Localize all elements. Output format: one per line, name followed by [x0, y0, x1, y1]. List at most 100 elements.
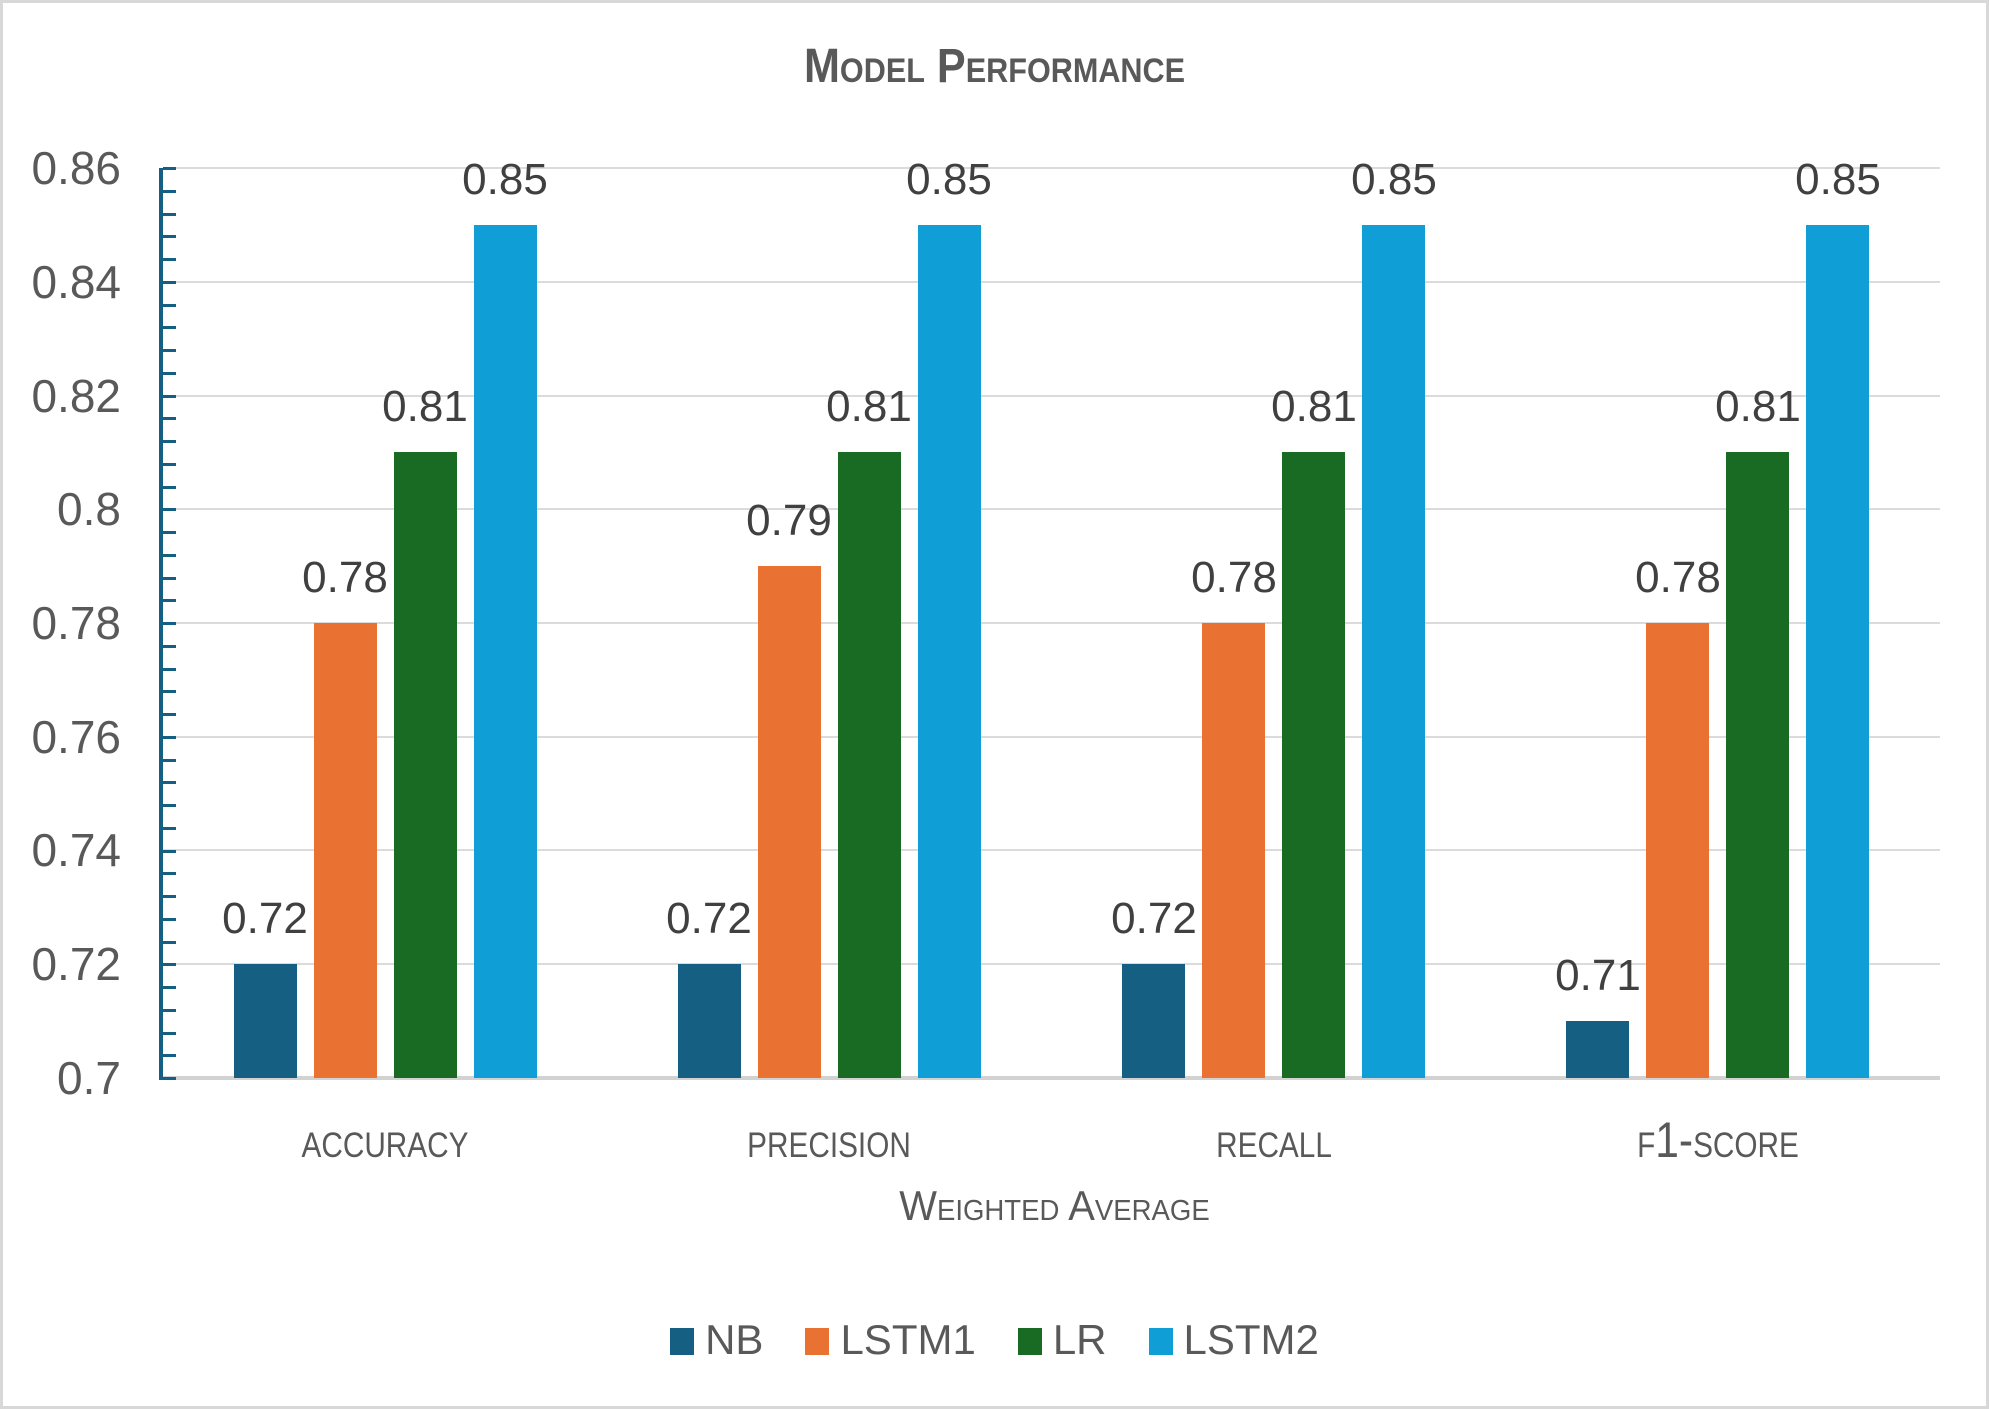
gridline — [163, 849, 1940, 851]
bar-value-label: 0.79 — [746, 496, 832, 545]
bar-lr-f1-score — [1726, 452, 1789, 1078]
chart-title: Model Performance — [803, 40, 1186, 93]
y-axis-tick — [163, 645, 176, 648]
gridline — [163, 167, 1940, 169]
y-tick-label: 0.76 — [31, 711, 121, 763]
gridline — [163, 395, 1940, 397]
y-axis-tick — [163, 531, 176, 534]
legend-item-lstm1: LSTM1 — [805, 1316, 976, 1363]
y-axis-tick — [163, 304, 176, 307]
category-label-accuracy: accuracy — [301, 1112, 469, 1168]
legend-label: LSTM2 — [1183, 1316, 1319, 1363]
bar-value-label: 0.78 — [1635, 553, 1721, 602]
y-axis-tick — [163, 326, 176, 329]
y-axis-tick — [163, 941, 176, 944]
bar-value-label: 0.78 — [1191, 553, 1277, 602]
bar-nb-recall — [1122, 964, 1185, 1078]
y-tick-label: 0.72 — [31, 938, 121, 990]
y-axis-tick — [163, 622, 176, 625]
bar-value-label: 0.81 — [826, 382, 912, 431]
y-axis-tick — [163, 781, 176, 784]
gridline — [163, 281, 1940, 283]
bar-value-label: 0.72 — [666, 894, 752, 943]
y-axis-tick — [163, 986, 176, 989]
x-axis-title: Weighted Average — [899, 1182, 1210, 1229]
legend-swatch-lstm1 — [805, 1327, 830, 1355]
y-axis-tick — [163, 349, 176, 352]
y-axis-tick — [163, 486, 176, 489]
bar-lr-precision — [838, 452, 901, 1078]
y-axis-tick — [163, 213, 176, 216]
bar-lstm1-recall — [1202, 623, 1265, 1078]
bar-value-label: 0.78 — [302, 553, 388, 602]
y-axis-line — [159, 168, 163, 1080]
y-tick-label: 0.8 — [57, 483, 121, 535]
gridline — [163, 736, 1940, 738]
legend-item-nb: NB — [670, 1319, 763, 1361]
bar-nb-accuracy — [234, 964, 297, 1078]
legend-item-lr: LR — [1017, 1316, 1107, 1363]
bar-lstm2-f1-score — [1806, 225, 1869, 1078]
y-axis-tick — [163, 372, 176, 375]
bar-lstm2-accuracy — [474, 225, 537, 1078]
y-axis-tick — [163, 190, 176, 193]
y-axis-tick — [163, 713, 176, 716]
category-label-precision: precision — [747, 1112, 911, 1168]
bar-lr-recall — [1282, 452, 1345, 1078]
plot-area: 0.86 0.84 0.82 0.8 0.78 0.76 0.74 0.72 0.7 0.72 0.… — [3, 3, 1986, 1406]
y-axis-tick — [163, 1032, 176, 1035]
bar-lstm1-accuracy — [314, 623, 377, 1078]
legend: NB LSTM1 LR LSTM2 — [3, 1319, 1986, 1361]
y-axis-tick — [163, 690, 176, 693]
gridline — [163, 963, 1940, 965]
y-axis-tick — [163, 258, 176, 261]
bar-value-label: 0.72 — [1111, 894, 1197, 943]
bar-nb-precision — [678, 964, 741, 1078]
bar-value-label: 0.85 — [1351, 155, 1437, 204]
y-axis-tick — [163, 872, 176, 875]
bar-lr-accuracy — [394, 452, 457, 1078]
y-axis-tick — [163, 440, 176, 443]
category-label-f1-score: f1-score — [1637, 1112, 1799, 1168]
y-axis-tick — [163, 850, 176, 853]
y-axis-tick — [163, 577, 176, 580]
y-axis-tick — [163, 463, 176, 466]
y-axis-tick — [163, 417, 176, 420]
y-tick-label: 0.74 — [31, 824, 121, 876]
y-axis-tick — [163, 1054, 176, 1057]
y-axis-tick — [163, 827, 176, 830]
x-axis-line — [163, 1076, 1940, 1080]
legend-item-lstm2: LSTM2 — [1148, 1316, 1319, 1363]
gridline — [163, 622, 1940, 624]
y-tick-label: 0.78 — [31, 597, 121, 649]
bar-lstm1-precision — [758, 566, 821, 1078]
y-axis-tick — [163, 895, 176, 898]
bar-value-label: 0.81 — [1715, 382, 1801, 431]
y-axis-tick — [163, 599, 176, 602]
bar-lstm2-precision — [918, 225, 981, 1078]
bar-value-label: 0.81 — [382, 382, 468, 431]
category-label-recall: recall — [1216, 1112, 1332, 1168]
y-axis-tick — [163, 395, 176, 398]
bar-value-label: 0.85 — [906, 155, 992, 204]
y-axis-tick — [163, 508, 176, 511]
bar-lstm2-recall — [1362, 225, 1425, 1078]
bar-lstm1-f1-score — [1646, 623, 1709, 1078]
y-axis-tick — [163, 167, 176, 170]
y-axis-tick — [163, 736, 176, 739]
bar-value-label: 0.72 — [222, 894, 308, 943]
legend-swatch-nb — [670, 1327, 695, 1355]
y-axis-tick — [163, 281, 176, 284]
y-tick-label: 0.86 — [31, 142, 121, 194]
y-tick-label: 0.84 — [31, 256, 121, 308]
y-axis-tick — [163, 804, 176, 807]
bar-value-label: 0.81 — [1271, 382, 1357, 431]
y-axis-tick — [163, 554, 176, 557]
y-axis-tick — [163, 963, 176, 966]
legend-label: NB — [705, 1316, 764, 1363]
legend-label: LR — [1052, 1316, 1107, 1363]
y-axis-tick — [163, 759, 176, 762]
legend-label: LSTM1 — [840, 1316, 976, 1363]
y-axis-tick — [163, 235, 176, 238]
bar-nb-f1-score — [1566, 1021, 1629, 1078]
